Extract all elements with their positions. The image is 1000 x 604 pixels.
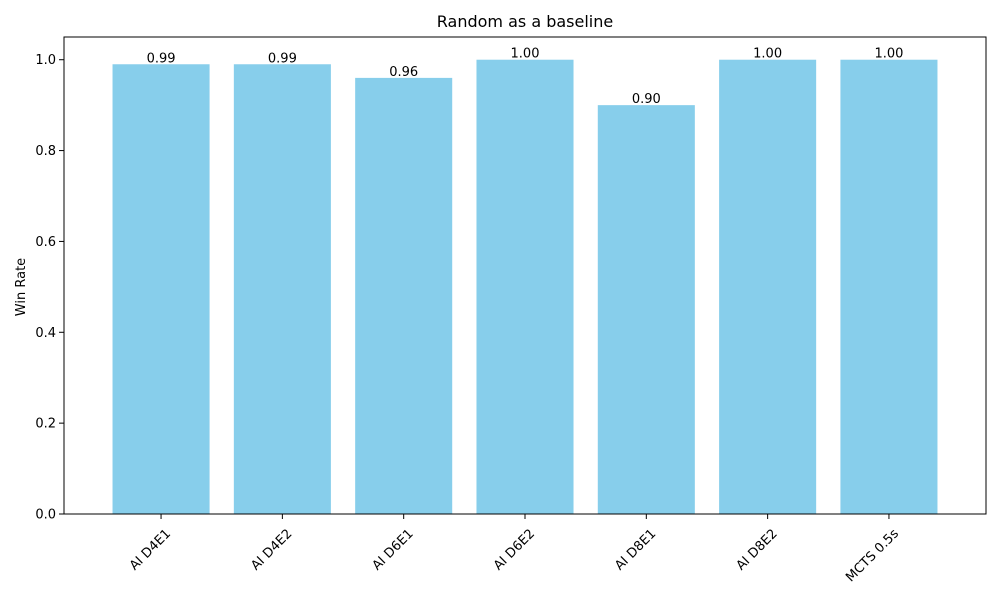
- plot-frame-border: [63, 36, 987, 515]
- bar-value-label: 0.99: [147, 51, 176, 66]
- bar-value-label: 0.90: [632, 92, 661, 107]
- y-axis-ticks: 0.0 0.2 0.4 0.6 0.8 1.0: [35, 53, 64, 523]
- bar: [355, 77, 453, 514]
- y-axis-label: Win Rate: [14, 258, 29, 316]
- bars-group: [112, 59, 938, 515]
- bar-value-label: 0.96: [389, 65, 418, 80]
- y-tick-label: 0.6: [35, 235, 56, 250]
- bar: [476, 59, 574, 514]
- y-tick-label: 0.2: [35, 417, 56, 432]
- chart-title: Random as a baseline: [437, 12, 613, 31]
- bar: [597, 105, 695, 515]
- bar-value-label: 1.00: [753, 47, 782, 62]
- value-labels-group: 0.99 0.99 0.96 1.00 0.90 1.00 1.00: [147, 47, 904, 107]
- bar-value-label: 0.99: [268, 51, 297, 66]
- bar: [840, 59, 938, 514]
- bar: [112, 64, 210, 514]
- bar: [233, 64, 331, 514]
- y-tick-label: 0.4: [35, 326, 56, 341]
- y-tick-label: 0.0: [35, 508, 56, 523]
- plot-frame: [63, 36, 987, 515]
- bar-value-label: 1.00: [511, 47, 540, 62]
- bar-value-label: 1.00: [874, 47, 903, 62]
- y-tick-label: 1.0: [35, 53, 56, 68]
- y-tick-label: 0.8: [35, 144, 56, 159]
- bar: [719, 59, 817, 514]
